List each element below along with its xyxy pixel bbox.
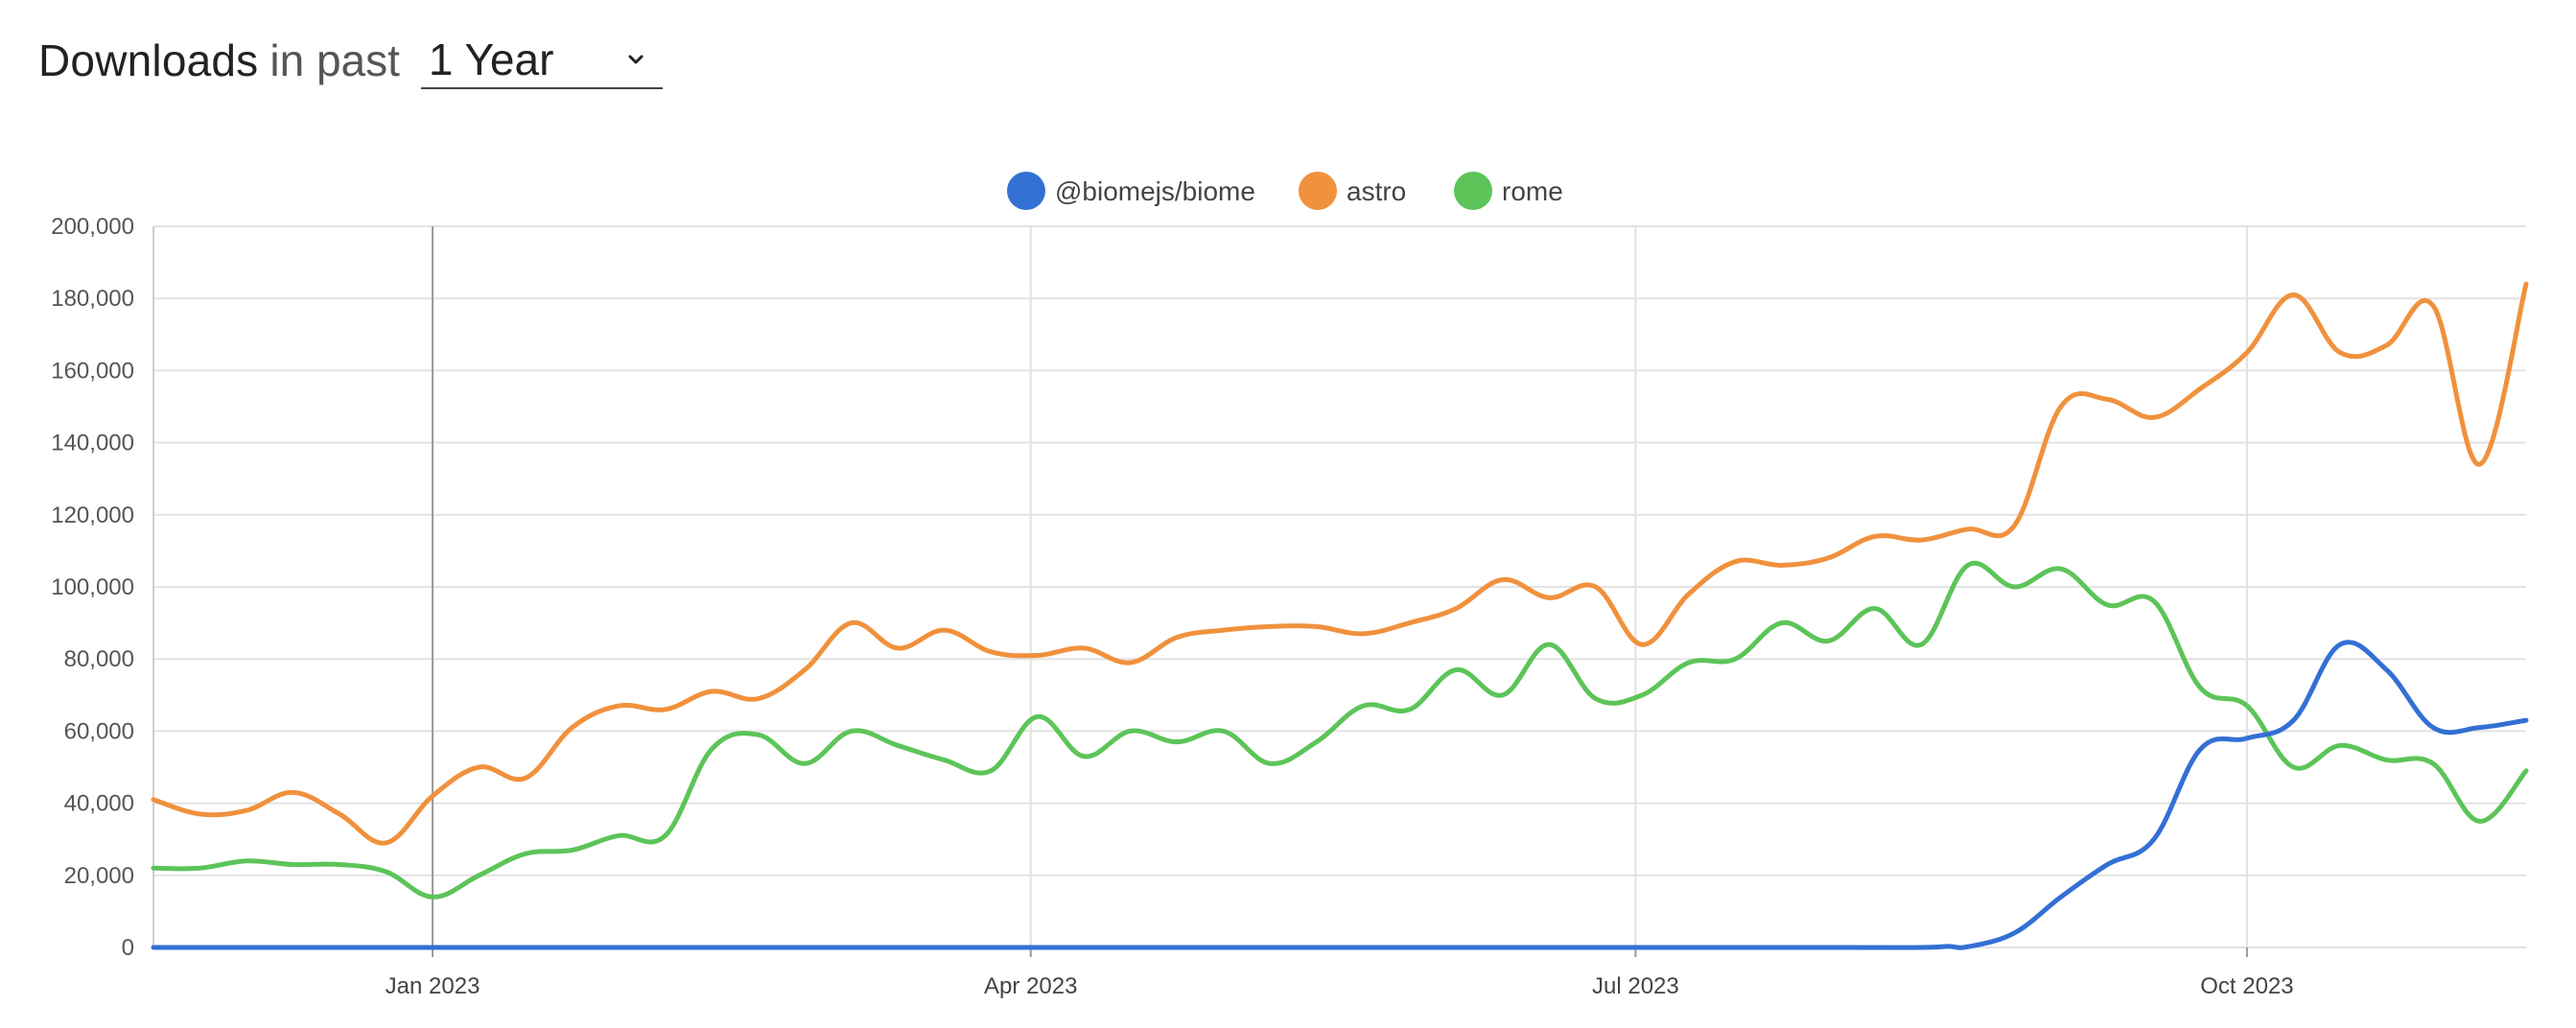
chart-grid [153, 225, 2526, 948]
downloads-header: Downloads in past 1 Year [38, 27, 663, 94]
chart-legend: @biomejs/biome astro rome [1007, 172, 1563, 210]
y-tick-label: 100,000 [51, 574, 134, 600]
legend-swatch [1299, 172, 1337, 210]
y-tick-label: 180,000 [51, 286, 134, 312]
legend-label: rome [1502, 176, 1563, 206]
legend-label: @biomejs/biome [1055, 176, 1255, 206]
series-line-astro[interactable] [151, 281, 2529, 846]
y-tick-label: 80,000 [64, 646, 134, 672]
period-select[interactable]: 1 Year [420, 32, 663, 89]
y-tick-label: 20,000 [64, 863, 134, 889]
y-tick-label: 140,000 [51, 431, 134, 456]
x-tick-label: Jan 2023 [386, 973, 480, 999]
legend-item[interactable]: rome [1454, 172, 1563, 210]
x-tick-label: Jul 2023 [1592, 973, 1679, 999]
y-tick-label: 0 [122, 935, 134, 961]
period-select-value: 1 Year [428, 35, 554, 84]
chevron-down-icon [628, 55, 644, 64]
page-subtitle: in past [269, 35, 400, 85]
chart-axes: 0 20,000 40,000 60,000 80,000 100,000 120,000 1… [51, 214, 2293, 999]
chart-series [151, 281, 2529, 950]
x-tick-label: Oct 2023 [2200, 973, 2293, 999]
legend-item[interactable]: @biomejs/biome [1007, 172, 1255, 210]
y-tick-label: 40,000 [64, 791, 134, 817]
legend-swatch [1454, 172, 1492, 210]
x-tick-label: Apr 2023 [984, 973, 1077, 999]
legend-item[interactable]: astro [1299, 172, 1406, 210]
y-tick-label: 60,000 [64, 718, 134, 744]
legend-swatch [1007, 172, 1045, 210]
legend-label: astro [1347, 176, 1406, 206]
y-tick-label: 200,000 [51, 214, 134, 240]
series-line-biomejs-biome[interactable] [151, 640, 2529, 950]
page-title: Downloads [38, 35, 259, 85]
y-tick-label: 120,000 [51, 502, 134, 528]
series-line-rome[interactable] [151, 560, 2529, 900]
y-tick-label: 160,000 [51, 358, 134, 384]
